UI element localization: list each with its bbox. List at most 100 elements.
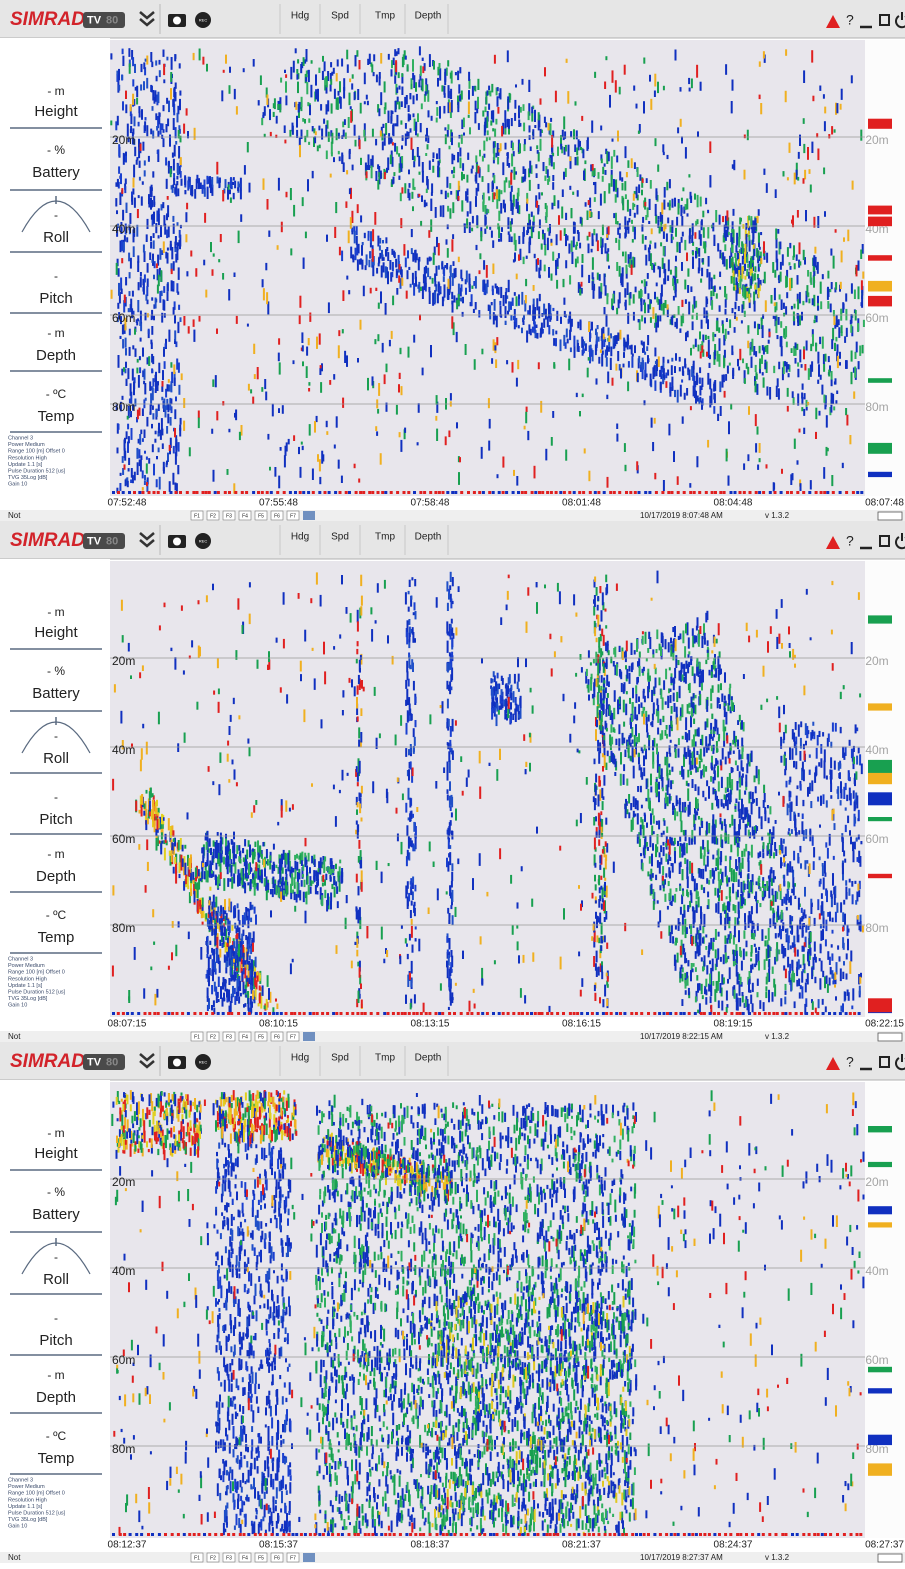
echo-pixel (359, 668, 361, 673)
echo-pixel (641, 315, 643, 321)
echo-pixel (219, 912, 221, 916)
echo-pixel (505, 292, 507, 304)
echo-pixel (448, 826, 450, 836)
toolbar (0, 521, 905, 559)
echo-pixel (810, 344, 812, 351)
echo-pixel (604, 307, 606, 314)
echo-pixel (146, 482, 148, 486)
echo-pixel (518, 188, 520, 197)
echo-pixel (690, 286, 692, 292)
echo-pixel (220, 234, 222, 242)
echo-pixel (591, 322, 593, 331)
echo-pixel (250, 389, 252, 393)
echo-pixel (130, 480, 132, 484)
echo-pixel (550, 123, 552, 135)
echo-pixel (225, 857, 227, 866)
echo-pixel (413, 161, 415, 167)
echo-pixel (860, 250, 862, 260)
echo-pixel (125, 91, 127, 99)
echo-pixel (315, 870, 317, 876)
echo-pixel (709, 379, 711, 390)
echo-pixel (405, 886, 407, 899)
echo-pixel (294, 855, 296, 860)
echo-pixel (295, 48, 297, 53)
echo-pixel (144, 480, 146, 485)
echo-pixel (339, 156, 341, 161)
echo-pixel (288, 439, 290, 445)
toolbar-button[interactable]: Spd (331, 11, 349, 22)
echo-pixel (134, 329, 136, 335)
echo-pixel (462, 312, 464, 317)
toolbar-button[interactable]: Spd (331, 532, 349, 543)
sensor-label: Temp (38, 929, 75, 946)
echo-pixel (415, 720, 417, 727)
echo-pixel (664, 187, 666, 198)
seabed-echo (815, 491, 818, 494)
toolbar-button[interactable]: Tmp (375, 11, 395, 22)
seabed-echo (719, 491, 722, 494)
keyboard-icon[interactable] (878, 512, 902, 520)
help-button[interactable]: ? (846, 533, 854, 549)
echo-pixel (682, 232, 684, 237)
echo-pixel (536, 325, 538, 329)
echo-pixel (144, 121, 146, 131)
seabed-echo (749, 491, 752, 494)
echo-pixel (681, 237, 683, 243)
echo-pixel (744, 170, 746, 180)
echo-pixel (186, 271, 188, 276)
echo-pixel (627, 313, 629, 324)
toolbar-button[interactable]: Hdg (291, 11, 309, 22)
echo-pixel (534, 110, 536, 122)
seabed-echo (442, 491, 445, 494)
toolbar-button[interactable]: Depth (415, 532, 442, 543)
echo-pixel (311, 60, 313, 64)
seabed-echo (774, 491, 777, 494)
echo-pixel (337, 871, 339, 877)
echo-pixel (174, 187, 176, 193)
echo-pixel (420, 287, 422, 291)
echo-pixel (775, 321, 777, 333)
echo-pixel (311, 856, 313, 864)
echo-pixel (181, 373, 183, 380)
toolbar-button[interactable]: Depth (415, 11, 442, 22)
echo-pixel (147, 279, 149, 288)
toolbar-button[interactable]: Hdg (291, 532, 309, 543)
seabed-echo (454, 491, 457, 494)
echo-pixel (540, 98, 542, 104)
echo-pixel (665, 300, 667, 308)
echo-pixel (528, 80, 530, 92)
echo-pixel (598, 211, 600, 219)
echo-pixel (420, 123, 422, 132)
echo-pixel (387, 157, 389, 170)
seabed-echo (498, 491, 501, 494)
echo-pixel (306, 366, 308, 378)
echo-pixel (695, 221, 697, 226)
echo-pixel (299, 315, 301, 324)
echo-pixel (380, 131, 382, 137)
echo-pixel (448, 593, 450, 600)
echo-pixel (236, 106, 238, 114)
echo-pixel (643, 101, 645, 113)
echo-pixel (577, 322, 579, 329)
echo-pixel (681, 216, 683, 227)
echo-pixel (122, 56, 124, 66)
seabed-echo (845, 491, 848, 494)
monitor-key[interactable] (303, 511, 315, 520)
echo-pixel (438, 148, 440, 159)
echo-pixel (326, 867, 328, 871)
echo-pixel (292, 868, 294, 872)
seabed-echo (312, 491, 315, 494)
echo-pixel (604, 191, 606, 203)
echo-pixel (687, 213, 689, 216)
echo-pixel (650, 317, 652, 323)
echo-pixel (225, 55, 227, 64)
echo-pixel (451, 619, 453, 624)
toolbar-button[interactable]: Tmp (375, 532, 395, 543)
echo-pixel (434, 292, 436, 303)
help-button[interactable]: ? (846, 12, 854, 28)
echo-pixel (647, 293, 649, 299)
echo-pixel (302, 118, 304, 122)
echo-pixel (548, 123, 550, 131)
echo-pixel (152, 387, 154, 400)
echo-pixel (375, 426, 377, 431)
